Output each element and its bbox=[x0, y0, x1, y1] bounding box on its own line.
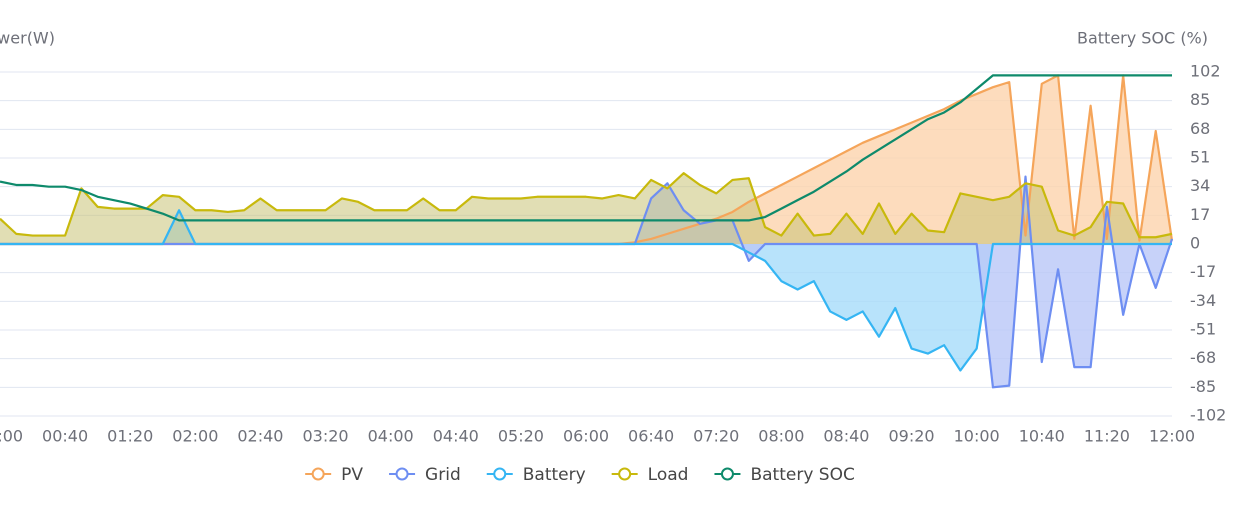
area bbox=[0, 173, 1172, 244]
x-tick-label: 08:00 bbox=[758, 427, 804, 446]
legend-label: Load bbox=[648, 465, 689, 485]
y-tick-label: -102 bbox=[1190, 406, 1226, 425]
y-tick-label: 85 bbox=[1190, 90, 1210, 109]
legend-marker bbox=[618, 467, 632, 481]
legend-marker bbox=[720, 467, 734, 481]
x-tick-label: 08:40 bbox=[823, 427, 869, 446]
legend-marker bbox=[395, 467, 409, 481]
x-tick-label: 06:40 bbox=[628, 427, 674, 446]
y-tick-label: 68 bbox=[1190, 119, 1210, 138]
y-tick-label: 0 bbox=[1190, 234, 1200, 253]
y-tick-label: -17 bbox=[1190, 262, 1216, 281]
x-tick-label: 09:20 bbox=[889, 427, 935, 446]
y-tick-label: 51 bbox=[1190, 148, 1210, 167]
y-tick-label: -85 bbox=[1190, 377, 1216, 396]
series-line bbox=[0, 74, 1172, 222]
y-tick-label: 102 bbox=[1190, 62, 1221, 81]
legend-item[interactable]: Battery SOC bbox=[714, 465, 855, 485]
x-tick-label: 04:00 bbox=[368, 427, 414, 446]
legend-item[interactable]: Battery bbox=[486, 465, 586, 485]
x-tick-label: 01:20 bbox=[107, 427, 153, 446]
x-tick-label: 00:00 bbox=[0, 427, 23, 446]
y-tick-label: 17 bbox=[1190, 205, 1210, 224]
area bbox=[0, 75, 1172, 244]
x-tick-label: 00:40 bbox=[42, 427, 88, 446]
legend: PV Grid Battery Load Battery SOC bbox=[305, 465, 855, 485]
x-tick-label: 04:40 bbox=[433, 427, 479, 446]
x-tick-label: 05:20 bbox=[498, 427, 544, 446]
legend-marker bbox=[493, 467, 507, 481]
legend-label: PV bbox=[341, 465, 363, 485]
legend-item[interactable]: PV bbox=[305, 465, 363, 485]
x-tick-label: 03:20 bbox=[303, 427, 349, 446]
y2-axis-label: Battery SOC (%) bbox=[1077, 29, 1208, 48]
plot-area bbox=[0, 74, 1174, 389]
x-tick-label: 07:20 bbox=[693, 427, 739, 446]
x-tick-label: 12:00 bbox=[1149, 427, 1195, 446]
x-tick-label: 02:00 bbox=[172, 427, 218, 446]
series-line bbox=[0, 172, 1173, 239]
y-tick-label: -34 bbox=[1190, 291, 1216, 310]
x-tick-label: 10:00 bbox=[954, 427, 1000, 446]
y-axis-label: Power(W) bbox=[0, 29, 55, 48]
x-tick-label: 02:40 bbox=[237, 427, 283, 446]
series-line bbox=[0, 209, 1172, 372]
x-tick-label: 11:20 bbox=[1084, 427, 1130, 446]
y-tick-label: 34 bbox=[1190, 176, 1210, 195]
legend-label: Battery SOC bbox=[750, 465, 854, 485]
legend-marker bbox=[311, 467, 325, 481]
area bbox=[0, 210, 1172, 371]
legend-item[interactable]: Grid bbox=[389, 465, 461, 485]
y-tick-label: -68 bbox=[1190, 348, 1216, 367]
legend-label: Battery bbox=[523, 465, 586, 485]
x-tick-label: 10:40 bbox=[1019, 427, 1065, 446]
legend-label: Grid bbox=[425, 465, 461, 485]
x-tick-label: 06:00 bbox=[563, 427, 609, 446]
y-tick-label: -51 bbox=[1190, 320, 1216, 339]
legend-item[interactable]: Load bbox=[611, 465, 689, 485]
